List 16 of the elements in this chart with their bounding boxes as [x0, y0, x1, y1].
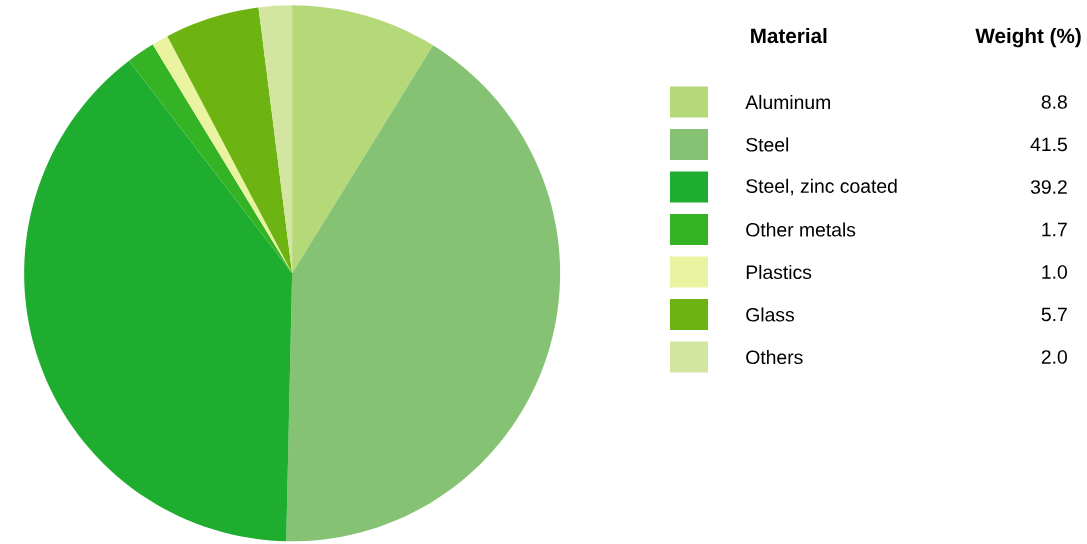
data-label: 1.0	[1042, 265, 1067, 279]
legend-label: Steel, zinc coated	[746, 178, 897, 196]
data-label: 39.2	[1030, 180, 1067, 194]
legend-label: Glass	[746, 307, 794, 322]
data-label: 41.5	[1030, 137, 1067, 152]
data-label: 8.8	[1041, 95, 1067, 109]
legend-label: Other metals	[746, 222, 856, 237]
text: Weight (%)	[975, 28, 1081, 48]
legend-label: Plastics	[746, 264, 812, 280]
legend-title: Material	[751, 28, 827, 44]
data-label: 2.0	[1041, 350, 1067, 364]
legend-label: Others	[746, 349, 803, 365]
legend-label: Steel	[746, 137, 789, 152]
data-label: 1.7	[1042, 222, 1067, 237]
legend-label: Aluminum	[745, 94, 830, 110]
data-label: 5.7	[1041, 307, 1067, 322]
